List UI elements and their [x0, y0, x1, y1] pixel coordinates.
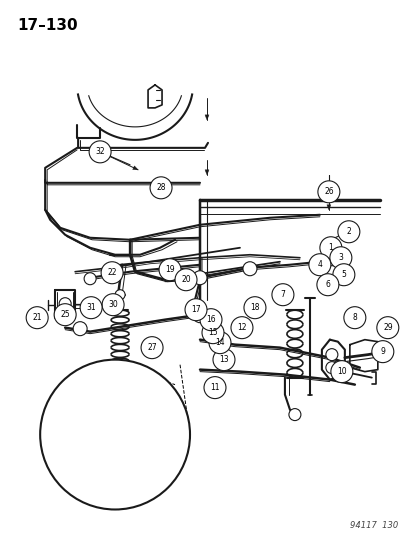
Text: 31: 31 [86, 303, 96, 312]
Circle shape [72, 450, 80, 458]
Text: 9: 9 [380, 347, 385, 356]
Circle shape [324, 252, 338, 266]
Text: 10: 10 [336, 367, 346, 376]
Circle shape [72, 441, 80, 449]
Circle shape [319, 237, 341, 259]
Text: 19: 19 [165, 265, 174, 274]
Circle shape [175, 269, 197, 290]
Text: 8: 8 [351, 313, 356, 322]
Polygon shape [204, 170, 209, 175]
Circle shape [308, 254, 330, 276]
Circle shape [212, 349, 235, 370]
Circle shape [72, 421, 80, 429]
Circle shape [202, 322, 223, 344]
Text: 22: 22 [107, 268, 116, 277]
Circle shape [343, 306, 365, 329]
Polygon shape [133, 166, 138, 170]
Text: 11: 11 [210, 383, 219, 392]
Circle shape [192, 271, 206, 285]
Text: 6: 6 [325, 280, 330, 289]
Text: 27: 27 [147, 343, 157, 352]
Text: 1: 1 [328, 243, 332, 252]
Circle shape [337, 221, 359, 243]
Polygon shape [204, 115, 209, 120]
Circle shape [115, 290, 125, 300]
Circle shape [101, 262, 123, 284]
Text: 7: 7 [280, 290, 285, 299]
Circle shape [40, 360, 190, 510]
Circle shape [332, 264, 354, 286]
Circle shape [84, 273, 96, 285]
Circle shape [89, 141, 111, 163]
Circle shape [84, 407, 106, 429]
Text: 16: 16 [206, 315, 215, 324]
Text: 17–130: 17–130 [17, 18, 78, 33]
Text: 24: 24 [90, 413, 100, 422]
Circle shape [80, 297, 102, 319]
Text: 15: 15 [208, 328, 217, 337]
Circle shape [271, 284, 293, 306]
Text: 2: 2 [346, 227, 350, 236]
Circle shape [209, 332, 230, 354]
Text: 20: 20 [181, 275, 190, 284]
Circle shape [325, 349, 337, 361]
Text: 94117  130: 94117 130 [349, 521, 397, 530]
Circle shape [102, 294, 124, 316]
Text: 13: 13 [218, 355, 228, 364]
Circle shape [26, 306, 48, 329]
Text: 21: 21 [32, 313, 42, 322]
Text: 17: 17 [191, 305, 200, 314]
Text: 5: 5 [341, 270, 345, 279]
Text: 4: 4 [317, 260, 322, 269]
Circle shape [141, 337, 163, 359]
Circle shape [230, 317, 252, 338]
Circle shape [325, 361, 337, 374]
Circle shape [192, 309, 206, 322]
Circle shape [150, 177, 172, 199]
Circle shape [374, 350, 384, 360]
Circle shape [330, 361, 352, 383]
Circle shape [316, 274, 338, 296]
Text: 32: 32 [95, 147, 104, 156]
Text: 26: 26 [323, 187, 333, 196]
Text: 14: 14 [215, 338, 224, 347]
Circle shape [73, 322, 87, 336]
Circle shape [61, 309, 69, 317]
Circle shape [204, 377, 225, 399]
Text: 3: 3 [337, 253, 342, 262]
Circle shape [288, 409, 300, 421]
Circle shape [242, 262, 256, 276]
Text: 28: 28 [156, 183, 165, 192]
Circle shape [54, 304, 76, 326]
Circle shape [371, 341, 393, 362]
Circle shape [243, 297, 265, 319]
Circle shape [317, 181, 339, 203]
Text: 18: 18 [249, 303, 259, 312]
Circle shape [159, 259, 180, 281]
Circle shape [141, 425, 155, 439]
Circle shape [185, 298, 206, 321]
Text: 25: 25 [60, 310, 70, 319]
Circle shape [77, 391, 99, 413]
Circle shape [59, 298, 71, 310]
Text: 23: 23 [83, 397, 93, 406]
Polygon shape [326, 205, 330, 210]
Circle shape [376, 317, 398, 338]
Text: 30: 30 [108, 300, 118, 309]
Circle shape [199, 309, 221, 330]
Text: 29: 29 [382, 323, 392, 332]
Circle shape [110, 300, 120, 310]
Text: 12: 12 [237, 323, 246, 332]
Circle shape [329, 247, 351, 269]
